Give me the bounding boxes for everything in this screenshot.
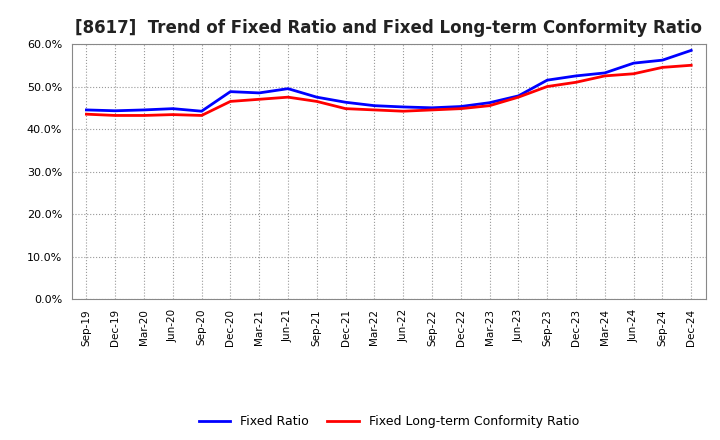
Fixed Long-term Conformity Ratio [600,73,609,78]
Fixed Ratio [399,104,408,110]
Fixed Ratio [370,103,379,108]
Fixed Long-term Conformity Ratio [140,113,148,118]
Fixed Long-term Conformity Ratio [687,62,696,68]
Fixed Long-term Conformity Ratio [572,80,580,85]
Fixed Long-term Conformity Ratio [197,113,206,118]
Fixed Ratio [284,86,292,92]
Fixed Ratio [312,95,321,100]
Fixed Long-term Conformity Ratio [82,111,91,117]
Fixed Long-term Conformity Ratio [226,99,235,104]
Fixed Long-term Conformity Ratio [658,65,667,70]
Fixed Long-term Conformity Ratio [255,97,264,102]
Fixed Ratio [658,58,667,63]
Fixed Ratio [168,106,177,111]
Line: Fixed Ratio: Fixed Ratio [86,50,691,111]
Fixed Long-term Conformity Ratio [341,106,350,111]
Fixed Long-term Conformity Ratio [168,112,177,117]
Fixed Ratio [629,60,638,66]
Fixed Long-term Conformity Ratio [485,103,494,108]
Fixed Ratio [140,107,148,113]
Fixed Ratio [456,104,465,109]
Legend: Fixed Ratio, Fixed Long-term Conformity Ratio: Fixed Ratio, Fixed Long-term Conformity … [194,411,584,433]
Fixed Long-term Conformity Ratio [284,95,292,100]
Fixed Ratio [341,99,350,105]
Fixed Ratio [197,109,206,114]
Fixed Long-term Conformity Ratio [514,95,523,100]
Fixed Ratio [111,108,120,114]
Fixed Ratio [82,107,91,113]
Line: Fixed Long-term Conformity Ratio: Fixed Long-term Conformity Ratio [86,65,691,115]
Fixed Long-term Conformity Ratio [543,84,552,89]
Fixed Long-term Conformity Ratio [399,109,408,114]
Fixed Long-term Conformity Ratio [629,71,638,77]
Fixed Ratio [428,105,436,110]
Fixed Ratio [687,48,696,53]
Title: [8617]  Trend of Fixed Ratio and Fixed Long-term Conformity Ratio: [8617] Trend of Fixed Ratio and Fixed Lo… [76,19,702,37]
Fixed Long-term Conformity Ratio [111,113,120,118]
Fixed Long-term Conformity Ratio [312,99,321,104]
Fixed Ratio [572,73,580,78]
Fixed Ratio [226,89,235,94]
Fixed Ratio [255,90,264,95]
Fixed Ratio [485,100,494,105]
Fixed Long-term Conformity Ratio [428,107,436,113]
Fixed Long-term Conformity Ratio [456,106,465,111]
Fixed Ratio [600,70,609,76]
Fixed Ratio [543,77,552,83]
Fixed Ratio [514,93,523,99]
Fixed Long-term Conformity Ratio [370,107,379,113]
